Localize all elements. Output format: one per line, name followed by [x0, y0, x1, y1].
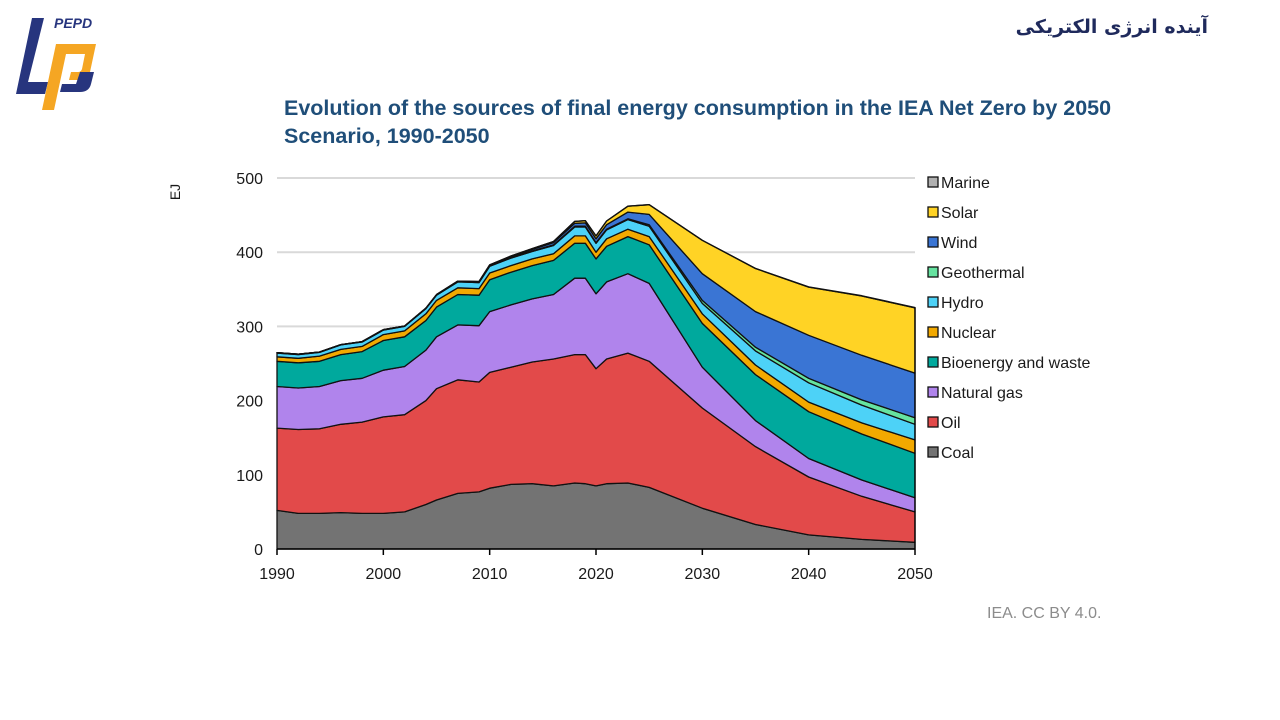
- legend-label: Solar: [941, 205, 979, 222]
- x-tick-label: 2010: [472, 566, 508, 583]
- y-tick-label: 100: [236, 468, 263, 485]
- legend-swatch: [927, 386, 939, 398]
- x-tick-label: 2040: [791, 566, 827, 583]
- y-tick-label: 400: [236, 245, 263, 262]
- y-axis-title: EJ: [167, 184, 183, 200]
- source-credit: IEA. CC BY 4.0.: [987, 605, 1102, 622]
- legend-item-oil: Oil: [927, 415, 961, 432]
- y-tick-label: 0: [254, 542, 263, 559]
- logo-blue-shape: [16, 18, 48, 94]
- brand-name: آینده انرژی الکتریکی: [1015, 16, 1208, 38]
- legend-item-bioenergy-and-waste: Bioenergy and waste: [927, 355, 1091, 372]
- legend-swatch: [927, 326, 939, 338]
- legend-swatch: [927, 296, 939, 308]
- logo-text: PEPD: [54, 15, 92, 31]
- x-tick-label: 2030: [685, 566, 721, 583]
- legend-label: Natural gas: [941, 385, 1023, 402]
- x-tick-label: 2020: [578, 566, 614, 583]
- y-tick-label: 300: [236, 319, 263, 336]
- logo-orange-shape: [42, 44, 96, 110]
- logo-blue-hook: [60, 72, 94, 92]
- legend-label: Bioenergy and waste: [941, 355, 1091, 372]
- legend-swatch: [927, 446, 939, 458]
- y-tick-label: 200: [236, 394, 263, 411]
- pepd-logo: PEPD: [16, 15, 96, 110]
- legend-swatch: [927, 206, 939, 218]
- legend-swatch: [927, 266, 939, 278]
- legend-label: Nuclear: [941, 325, 997, 342]
- area-layers: [276, 204, 916, 550]
- x-tick-label: 1990: [259, 566, 295, 583]
- legend-item-natural-gas: Natural gas: [927, 385, 1023, 402]
- legend-swatch: [927, 236, 939, 248]
- chart-title: Evolution of the sources of final energy…: [284, 96, 1112, 148]
- x-tick-label: 2000: [366, 566, 402, 583]
- legend-item-solar: Solar: [927, 205, 979, 222]
- legend-label: Marine: [941, 175, 990, 192]
- legend-item-wind: Wind: [927, 235, 977, 252]
- legend-swatch: [927, 416, 939, 428]
- legend-item-marine: Marine: [927, 175, 990, 192]
- legend: Marine Solar Wind Geothermal Hydro Nuclear Bio…: [927, 175, 1091, 462]
- legend-swatch: [927, 176, 939, 188]
- legend-item-geothermal: Geothermal: [927, 265, 1025, 282]
- y-tick-label: 500: [236, 171, 263, 188]
- legend-label: Coal: [941, 445, 974, 462]
- legend-swatch: [927, 356, 939, 368]
- legend-item-nuclear: Nuclear: [927, 325, 997, 342]
- x-tick-label: 2050: [897, 566, 933, 583]
- legend-label: Geothermal: [941, 265, 1025, 282]
- legend-item-coal: Coal: [927, 445, 974, 462]
- legend-label: Hydro: [941, 295, 984, 312]
- legend-label: Oil: [941, 415, 961, 432]
- axes: 0 100 200 300 400 500 1990 2000 2010 2020 2030 2040…: [236, 171, 933, 583]
- legend-label: Wind: [941, 235, 977, 252]
- legend-item-hydro: Hydro: [927, 295, 984, 312]
